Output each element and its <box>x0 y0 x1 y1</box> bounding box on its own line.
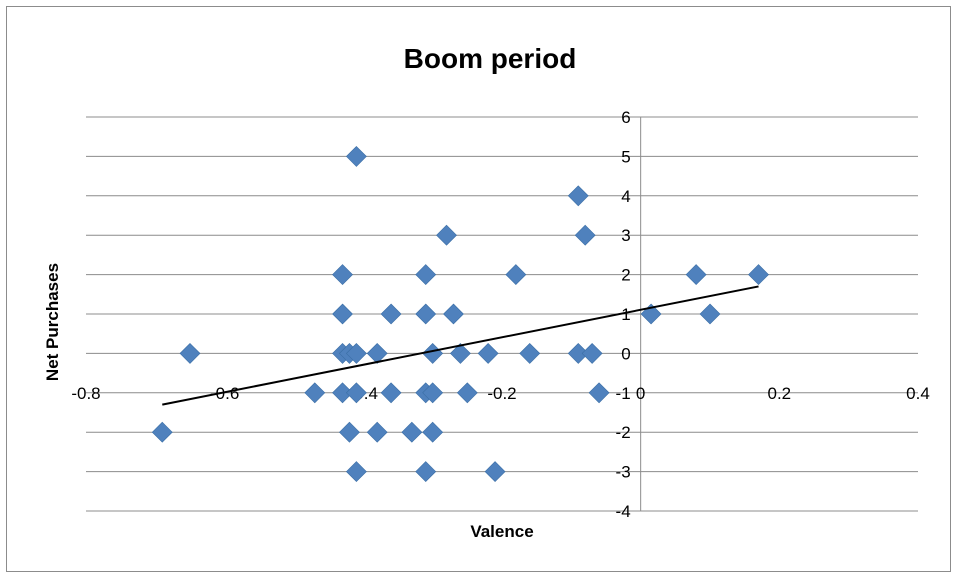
data-point <box>449 342 471 364</box>
data-point <box>366 342 388 364</box>
data-point <box>366 421 388 443</box>
x-tick-label: -0.2 <box>487 384 516 403</box>
x-tick-label: 0.2 <box>768 384 792 403</box>
data-point <box>415 303 437 325</box>
data-point <box>456 382 478 404</box>
data-point <box>380 382 402 404</box>
chart-area <box>6 6 951 572</box>
data-point <box>748 264 769 286</box>
data-point <box>588 382 610 404</box>
data-point <box>345 382 367 404</box>
data-point <box>505 264 527 286</box>
data-point <box>574 224 596 246</box>
data-point <box>332 264 353 286</box>
data-point <box>567 342 589 364</box>
y-tick-label: -4 <box>616 502 631 521</box>
data-point <box>699 303 721 325</box>
y-tick-label: 1 <box>621 305 630 324</box>
data-point <box>151 421 173 443</box>
data-point <box>519 342 541 364</box>
y-tick-label: -1 <box>616 384 631 403</box>
y-tick-label: 4 <box>621 187 630 206</box>
data-point <box>179 342 201 364</box>
y-tick-label: 6 <box>621 108 630 127</box>
data-point <box>422 382 444 404</box>
data-point <box>339 421 360 443</box>
data-point <box>477 342 499 364</box>
y-axis-label: Net Purchases <box>43 263 62 381</box>
trendline-line <box>162 285 759 406</box>
data-point <box>567 185 589 207</box>
data-points <box>151 145 769 483</box>
data-point <box>345 145 367 167</box>
data-point <box>422 421 444 443</box>
data-point <box>304 382 326 404</box>
data-point <box>332 382 353 404</box>
data-point <box>332 303 353 325</box>
y-tick-labels: -4 -3 -2 -1 0 1 2 3 4 5 6 <box>616 108 631 521</box>
y-tick-label: -3 <box>616 463 631 482</box>
x-tick-label: 0 <box>636 384 645 403</box>
data-point <box>581 342 603 364</box>
data-point <box>401 421 423 443</box>
gridlines <box>86 116 918 512</box>
chart-title: Boom period <box>404 43 577 74</box>
trendline <box>162 285 759 406</box>
data-point <box>345 461 367 483</box>
y-tick-label: 2 <box>621 266 630 285</box>
data-point <box>380 303 402 325</box>
data-point <box>443 303 464 325</box>
data-point <box>484 461 506 483</box>
data-point <box>436 224 457 246</box>
data-point <box>415 264 437 286</box>
y-tick-label: 5 <box>621 147 630 166</box>
y-tick-label: -2 <box>616 423 631 442</box>
x-tick-label: -0.8 <box>71 384 100 403</box>
data-point <box>345 342 367 364</box>
data-point <box>685 264 707 286</box>
x-axis-label: Valence <box>470 522 533 541</box>
y-tick-label: 3 <box>621 226 630 245</box>
x-tick-label: -0.6 <box>210 384 239 403</box>
y-tick-label: 0 <box>621 344 630 363</box>
data-point <box>415 461 437 483</box>
x-tick-label: 0.4 <box>906 384 930 403</box>
